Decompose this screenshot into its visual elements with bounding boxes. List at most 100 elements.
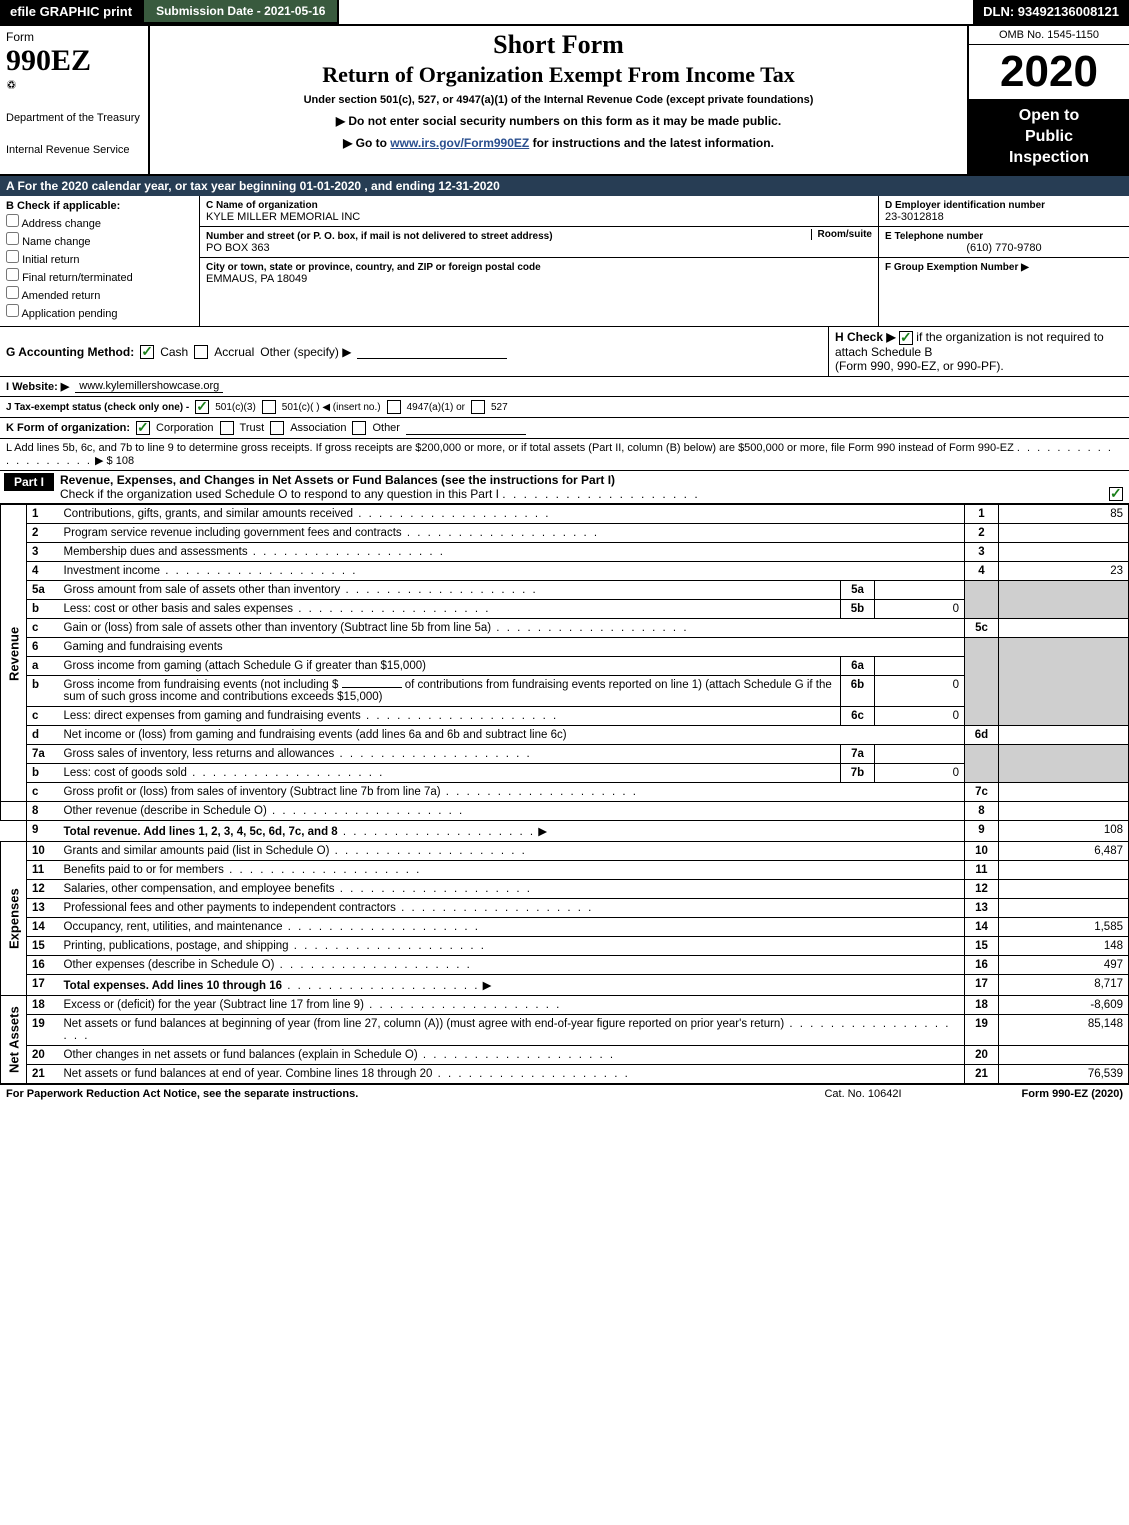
line9-dots [338, 826, 535, 838]
line9-desc: Total revenue. Add lines 1, 2, 3, 4, 5c,… [64, 826, 338, 838]
other-label: Other (specify) ▶ [260, 345, 351, 359]
line7b-sm: 7b [841, 764, 875, 783]
line8-desc: Other revenue (describe in Schedule O) [64, 805, 465, 817]
cash-checkbox[interactable] [140, 345, 154, 359]
line13-col: 13 [965, 899, 999, 918]
omb-number: OMB No. 1545-1150 [969, 26, 1129, 45]
check-application-pending[interactable]: Application pending [6, 304, 193, 320]
check-name-change[interactable]: Name change [6, 232, 193, 248]
check-amended-return[interactable]: Amended return [6, 286, 193, 302]
501c-checkbox[interactable] [262, 400, 276, 414]
return-title: Return of Organization Exempt From Incom… [158, 62, 959, 88]
line17-amount: 8,717 [999, 975, 1129, 996]
j-tax-exempt-row: J Tax-exempt status (check only one) - 5… [0, 397, 1129, 418]
accrual-label: Accrual [214, 345, 254, 359]
part1-title: Revenue, Expenses, and Changes in Net As… [54, 473, 615, 487]
h-label: H Check ▶ [835, 330, 896, 344]
checkbox-application-pending[interactable] [6, 304, 19, 317]
sidebar-revenue: Revenue [1, 505, 27, 802]
check-final-return[interactable]: Final return/terminated [6, 268, 193, 284]
line3-desc: Membership dues and assessments [64, 546, 446, 558]
checkbox-amended-return[interactable] [6, 286, 19, 299]
header-right: OMB No. 1545-1150 2020 Open to Public In… [969, 26, 1129, 174]
corp-label: Corporation [156, 422, 213, 434]
checkbox-initial-return[interactable] [6, 250, 19, 263]
cat-number: Cat. No. 10642I [824, 1088, 901, 1100]
form-number: 990EZ [6, 44, 142, 78]
other-specify-blank[interactable] [357, 345, 507, 359]
cash-label: Cash [160, 345, 188, 359]
e-label: E Telephone number [885, 231, 983, 242]
submission-date: Submission Date - 2021-05-16 [142, 0, 339, 24]
checkbox-name-change[interactable] [6, 232, 19, 245]
line-10: Expenses 10Grants and similar amounts pa… [1, 842, 1129, 861]
line7a-sm: 7a [841, 745, 875, 764]
schedule-o-checkbox[interactable] [1109, 487, 1123, 501]
c-label: C Name of organization [206, 200, 318, 211]
line3-col: 3 [965, 543, 999, 562]
check-initial-return[interactable]: Initial return [6, 250, 193, 266]
efile-print-button[interactable]: efile GRAPHIC print [0, 0, 142, 24]
top-bar: efile GRAPHIC print Submission Date - 20… [0, 0, 1129, 26]
line5b-desc: Less: cost or other basis and sales expe… [64, 603, 491, 615]
line-20: 20Other changes in net assets or fund ba… [1, 1046, 1129, 1065]
line6b-sm: 6b [841, 676, 875, 707]
g-accounting: G Accounting Method: Cash Accrual Other … [0, 327, 829, 376]
accrual-checkbox[interactable] [194, 345, 208, 359]
i-label: I Website: ▶ [6, 380, 69, 393]
goto-suffix: for instructions and the latest informat… [529, 136, 774, 150]
line-7b: bLess: cost of goods sold 7b0 [1, 764, 1129, 783]
part1-header-row: Part I Revenue, Expenses, and Changes in… [0, 471, 1129, 504]
checkbox-address-change[interactable] [6, 214, 19, 227]
amended-return-label: Amended return [21, 290, 100, 302]
tax-period-bar: A For the 2020 calendar year, or tax yea… [0, 176, 1129, 196]
h-checkbox[interactable] [899, 331, 913, 345]
line2-amount [999, 524, 1129, 543]
assoc-checkbox[interactable] [270, 421, 284, 435]
irs-link[interactable]: www.irs.gov/Form990EZ [390, 136, 529, 150]
street-address: PO BOX 363 [206, 242, 270, 254]
line11-desc: Benefits paid to or for members [64, 864, 422, 876]
line-1: Revenue 1 Contributions, gifts, grants, … [1, 505, 1129, 524]
other-org-blank[interactable] [406, 421, 526, 435]
line15-desc: Printing, publications, postage, and shi… [64, 940, 486, 952]
line7b-desc: Less: cost of goods sold [64, 767, 385, 779]
line-11: 11Benefits paid to or for members11 [1, 861, 1129, 880]
gh-row: G Accounting Method: Cash Accrual Other … [0, 327, 1129, 377]
check-address-change[interactable]: Address change [6, 214, 193, 230]
line21-desc: Net assets or fund balances at end of ye… [64, 1068, 630, 1080]
line-14: 14Occupancy, rent, utilities, and mainte… [1, 918, 1129, 937]
line5a-sm: 5a [841, 581, 875, 600]
irs-label: Internal Revenue Service [6, 144, 142, 156]
line6a-desc: Gross income from gaming (attach Schedul… [59, 657, 841, 676]
line6c-sm: 6c [841, 707, 875, 726]
line7b-smval: 0 [875, 764, 965, 783]
501c3-checkbox[interactable] [195, 400, 209, 414]
line20-amount [999, 1046, 1129, 1065]
line6-desc: Gaming and fundraising events [59, 638, 965, 657]
line-6d: dNet income or (loss) from gaming and fu… [1, 726, 1129, 745]
line6d-col: 6d [965, 726, 999, 745]
checkbox-final-return[interactable] [6, 268, 19, 281]
line5a-smval [875, 581, 965, 600]
tax-year: 2020 [969, 45, 1129, 100]
line6b-blank[interactable] [342, 687, 402, 688]
line2-desc: Program service revenue including govern… [64, 527, 600, 539]
other-org-checkbox[interactable] [352, 421, 366, 435]
line-8: 8Other revenue (describe in Schedule O) … [1, 802, 1129, 821]
entity-section: B Check if applicable: Address change Na… [0, 196, 1129, 327]
line21-amount: 76,539 [999, 1065, 1129, 1084]
527-checkbox[interactable] [471, 400, 485, 414]
corp-checkbox[interactable] [136, 421, 150, 435]
line1-col: 1 [965, 505, 999, 524]
ein: 23-3012818 [885, 211, 944, 223]
line17-desc: Total expenses. Add lines 10 through 16 [64, 980, 283, 992]
website-value[interactable]: www.kylemillershowcase.org [75, 380, 223, 393]
trust-checkbox[interactable] [220, 421, 234, 435]
4947-checkbox[interactable] [387, 400, 401, 414]
line6d-amount [999, 726, 1129, 745]
header-subtitle: Under section 501(c), 527, or 4947(a)(1)… [158, 94, 959, 106]
l-gross-receipts-row: L Add lines 5b, 6c, and 7b to line 9 to … [0, 439, 1129, 471]
line5c-amount [999, 619, 1129, 638]
form-header: Form 990EZ ♽ Department of the Treasury … [0, 26, 1129, 176]
